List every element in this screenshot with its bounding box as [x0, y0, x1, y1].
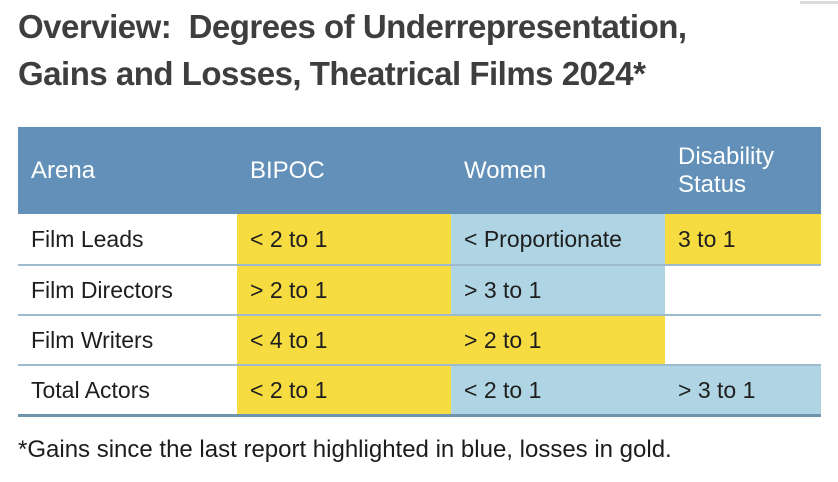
table-row: Film Writers < 4 to 1 > 2 to 1	[18, 314, 821, 364]
table-header-row: Arena BIPOC Women Disability Status	[18, 127, 821, 214]
cell-women: < 2 to 1	[451, 364, 665, 414]
cell-bipoc: < 2 to 1	[237, 214, 451, 264]
window-edge-artifact	[800, 1, 838, 4]
footnote: *Gains since the last report highlighted…	[18, 436, 672, 463]
cell-disability: 3 to 1	[665, 214, 821, 264]
page-title: Overview: Degrees of Underrepresentation…	[18, 8, 687, 92]
cell-disability	[665, 314, 821, 364]
cell-arena: Film Directors	[18, 264, 237, 314]
column-header-bipoc: BIPOC	[250, 156, 325, 184]
cell-disability	[665, 264, 821, 314]
cell-arena: Film Leads	[31, 225, 144, 252]
table-row: Film Leads < 2 to 1 < Proportionate 3 to 1	[18, 214, 821, 264]
cell-disability: > 3 to 1	[665, 364, 821, 414]
table-row: Film Directors > 2 to 1 > 3 to 1	[18, 264, 821, 314]
underrepresentation-table: Arena BIPOC Women Disability Status Film Le…	[18, 127, 821, 417]
cell-bipoc: > 2 to 1	[237, 264, 451, 314]
column-header-disability: Disability Status	[678, 142, 775, 198]
cell-women: > 3 to 1	[451, 264, 665, 314]
column-header-arena: Arena	[31, 156, 96, 184]
cell-bipoc: < 4 to 1	[237, 314, 451, 364]
cell-women: < Proportionate	[451, 214, 665, 264]
column-header-women: Women	[464, 156, 547, 184]
table-row: Total Actors < 2 to 1 < 2 to 1 > 3 to 1	[18, 364, 821, 414]
cell-bipoc: < 2 to 1	[237, 364, 451, 414]
cell-arena: Total Actors	[18, 364, 237, 414]
cell-women: > 2 to 1	[451, 314, 665, 364]
cell-arena: Film Writers	[18, 314, 237, 364]
